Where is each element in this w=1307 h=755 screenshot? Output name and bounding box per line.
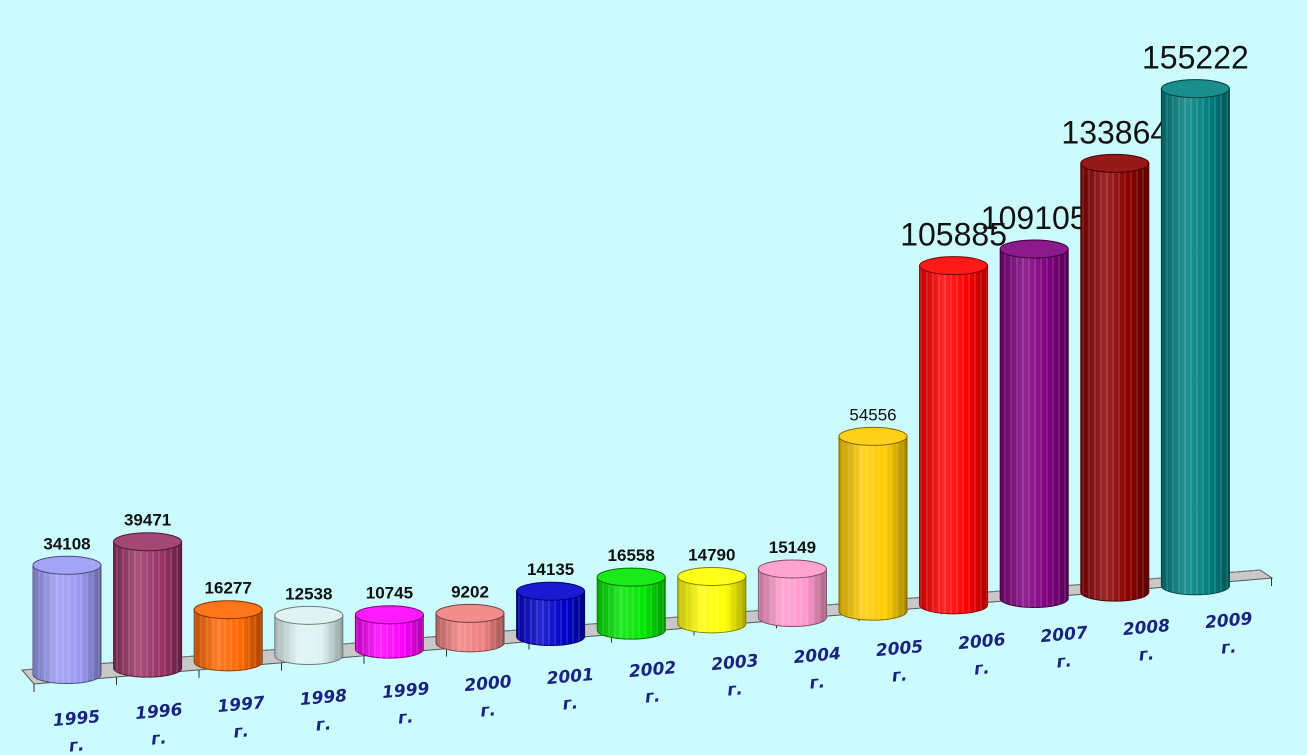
x-tick-label: 2001 [546, 665, 595, 689]
bar-2003 [677, 566, 747, 634]
data-label: 12538 [285, 584, 332, 603]
x-tick-label-suffix: г. [233, 721, 250, 742]
bar-1996 [113, 532, 183, 678]
bar-2009 [1160, 79, 1230, 596]
x-tick-label-suffix: г. [562, 693, 579, 714]
x-tick-label-suffix: г. [1220, 637, 1237, 658]
x-tick-label: 2004 [793, 644, 842, 668]
x-tick-label: 2006 [957, 630, 1006, 654]
x-tick-label: 2002 [628, 658, 677, 682]
x-tick-label: 2005 [875, 637, 924, 661]
bar-1995 [32, 555, 102, 684]
bar-1997 [193, 600, 263, 672]
bar-2007 [999, 239, 1069, 608]
x-tick-label: 2009 [1204, 609, 1253, 633]
data-label: 39471 [124, 511, 171, 530]
bar-2002 [596, 567, 666, 640]
x-tick-label-suffix: г. [891, 665, 908, 686]
x-tick-label-suffix: г. [315, 714, 332, 735]
data-label: 109105 [981, 200, 1088, 236]
x-tick-label-suffix: г. [973, 658, 990, 679]
x-tick-label-suffix: г. [1056, 651, 1073, 672]
x-tick-label: 2008 [1122, 616, 1171, 640]
bar-2000 [435, 603, 505, 653]
bar-2005 [838, 426, 908, 621]
x-tick-label: 1998 [299, 686, 348, 710]
x-tick-label: 2003 [711, 651, 760, 675]
data-label: 16558 [608, 546, 655, 565]
bar-2006 [919, 256, 989, 615]
x-tick-label: 1995 [52, 707, 101, 731]
data-label: 133864 [1061, 114, 1168, 150]
data-label: 15149 [769, 538, 816, 557]
bar-1999 [354, 605, 424, 659]
x-tick-label: 1997 [217, 693, 266, 717]
data-label: 16277 [205, 579, 252, 598]
data-label: 14135 [527, 560, 574, 579]
x-tick-label: 2007 [1040, 623, 1089, 647]
bar-2008 [1080, 153, 1150, 602]
x-tick-label: 2000 [464, 672, 513, 696]
bar-2004 [757, 559, 827, 627]
x-tick-label: 1999 [381, 679, 430, 703]
bar-1998 [274, 605, 344, 665]
data-label: 9202 [451, 582, 489, 601]
data-label: 54556 [849, 405, 896, 424]
data-label: 34108 [43, 534, 90, 553]
data-label: 14790 [688, 545, 735, 564]
x-tick-label-suffix: г. [150, 728, 167, 749]
x-tick-label-suffix: г. [397, 707, 414, 728]
x-tick-label-suffix: г. [809, 672, 826, 693]
bar-2001 [516, 581, 586, 646]
data-label: 10745 [366, 584, 413, 603]
x-tick-label-suffix: г. [726, 679, 743, 700]
x-tick-label-suffix: г. [480, 700, 497, 721]
x-tick-label-suffix: г. [644, 686, 661, 707]
x-tick-label-suffix: г. [1138, 644, 1155, 665]
x-tick-label-suffix: г. [68, 735, 85, 755]
x-tick-label: 1996 [134, 700, 183, 724]
data-label: 155222 [1142, 40, 1249, 76]
data-label: 105885 [900, 217, 1007, 253]
